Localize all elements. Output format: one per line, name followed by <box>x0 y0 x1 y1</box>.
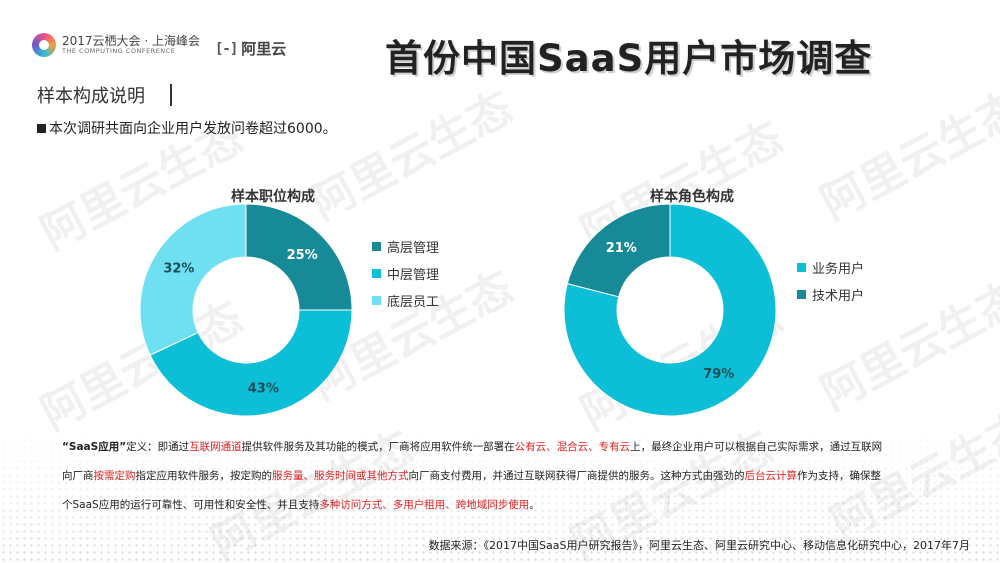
bullet-text: 本次调研共面向企业用户发放问卷超过6000。 <box>49 121 337 137</box>
conference-logo: 2017云栖大会 · 上海峰会 THE COMPUTING CONFERENCE <box>32 33 200 57</box>
definition-segment: 多种访问方式、多用户租用、跨地域同步使用 <box>319 499 530 511</box>
page-title: 首份中国SaaS用户市场调查 <box>385 37 873 80</box>
legend-label: 中层管理 <box>387 268 440 283</box>
bullet-square-icon <box>37 123 46 133</box>
definition-segment: 向厂商支付费用，并通过互联网获得厂商提供的服务。这种方式由强劲的 <box>408 470 745 482</box>
definition-segment: 定义：即通过 <box>126 441 190 453</box>
section-title: 样本构成说明 <box>37 86 145 107</box>
legend-swatch <box>372 269 381 278</box>
conference-logo-icon <box>32 33 56 57</box>
conference-subtitle: THE COMPUTING CONFERENCE <box>62 47 176 56</box>
definition-segment: 指定应用软件服务，按定购的 <box>135 470 273 482</box>
legend-item: 高层管理 <box>372 233 439 260</box>
definition-segment: 后台云计算 <box>744 470 798 482</box>
definition-segment: 向厂商 <box>62 470 94 482</box>
legend-label: 底层员工 <box>387 295 440 310</box>
legend-role: 业务用户 技术用户 <box>797 254 864 308</box>
donut-chart-position: 25% 43% 32% <box>139 203 353 417</box>
chart-title-position: 样本职位构成 <box>231 189 315 205</box>
aliyun-logo-text: 阿里云 <box>241 40 287 58</box>
definition-segment: 提供软件服务及其功能的模式，厂商将应用软件统一部署在 <box>241 441 515 453</box>
donut-slice <box>245 203 353 311</box>
definition-line-2: 向厂商按需定购指定应用软件服务，按定购的服务量、服务时间或其他方式向厂商支付费用… <box>62 462 967 491</box>
definition-segment: 作为支持，确保整 <box>797 470 881 482</box>
saas-definition: “SaaS应用”定义：即通过互联网通道提供软件服务及其功能的模式，厂商将应用软件… <box>62 433 967 520</box>
donut-slice <box>149 309 353 417</box>
definition-line-1: “SaaS应用”定义：即通过互联网通道提供软件服务及其功能的模式，厂商将应用软件… <box>62 433 967 462</box>
chart-title-role: 样本角色构成 <box>650 189 734 205</box>
definition-segment: 个SaaS应用的运行可靠性、可用性和安全性、并且支持 <box>62 499 320 511</box>
legend-item: 业务用户 <box>797 254 864 281</box>
aliyun-logo: [-] 阿里云 <box>215 38 286 59</box>
legend-item: 底层员工 <box>372 287 439 314</box>
slice-label: 43% <box>248 382 279 397</box>
legend-label: 高层管理 <box>387 241 440 256</box>
definition-segment: 服务量、服务时间或其他方式 <box>272 470 409 482</box>
legend-label: 业务用户 <box>812 262 865 277</box>
legend-item: 中层管理 <box>372 260 439 287</box>
slice-label: 25% <box>287 248 318 263</box>
section-title-bar <box>170 84 172 106</box>
definition-segment: 。 <box>529 499 540 511</box>
definition-segment: “SaaS应用” <box>62 441 127 453</box>
legend-label: 技术用户 <box>812 289 865 304</box>
definition-segment: 公有云、混合云、专有云 <box>514 441 631 453</box>
definition-segment: 上，最终企业用户可以根据自己实际需求，通过互联网 <box>630 441 883 453</box>
conference-name: 2017云栖大会 · 上海峰会 <box>62 33 200 48</box>
legend-swatch <box>372 242 381 251</box>
slice-label: 32% <box>163 261 194 276</box>
donut-slice <box>139 203 247 356</box>
slice-label: 79% <box>703 367 734 382</box>
legend-item: 技术用户 <box>797 281 864 308</box>
donut-slice <box>563 203 777 417</box>
definition-segment: 互联网通道 <box>189 441 242 453</box>
aliyun-logo-icon: [-] <box>215 40 238 57</box>
legend-swatch <box>797 290 806 299</box>
legend-swatch <box>372 296 381 305</box>
data-source: 数据来源：《2017中国SaaS用户研究报告》，阿里云生态、阿里云研究中心、移动… <box>428 539 970 552</box>
slice-label: 21% <box>606 241 637 256</box>
bullet-line: 本次调研共面向企业用户发放问卷超过6000。 <box>37 118 337 138</box>
legend-position: 高层管理中层管理底层员工 <box>372 233 439 314</box>
legend-swatch <box>797 263 806 272</box>
header: 2017云栖大会 · 上海峰会 THE COMPUTING CONFERENCE… <box>0 0 1000 80</box>
donut-slice <box>566 203 671 298</box>
definition-line-3: 个SaaS应用的运行可靠性、可用性和安全性、并且支持多种访问方式、多用户租用、跨… <box>62 491 967 520</box>
watermark-text: 阿里云生态 <box>813 81 1000 231</box>
donut-chart-role: 79% 21% <box>563 203 777 417</box>
definition-segment: 按需定购 <box>93 470 136 482</box>
